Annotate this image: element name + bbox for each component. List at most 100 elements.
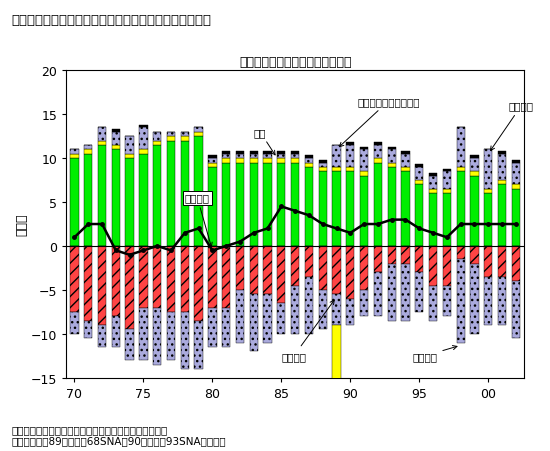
Bar [402, 172, 410, 246]
Bar [236, 246, 244, 290]
Bar [291, 163, 299, 246]
Bar [291, 152, 299, 154]
Bar [374, 146, 382, 159]
Bar [277, 246, 285, 304]
Bar [332, 167, 340, 172]
Bar [305, 159, 313, 163]
Text: 民間企業: 民間企業 [282, 300, 334, 361]
Bar [443, 189, 451, 194]
Bar [208, 163, 217, 167]
Text: 海外部門: 海外部門 [185, 193, 212, 247]
Bar [360, 150, 368, 172]
Bar [388, 147, 396, 150]
Bar [70, 312, 79, 334]
Bar [250, 154, 258, 159]
Bar [415, 185, 424, 246]
Bar [125, 159, 134, 246]
Bar [180, 133, 189, 137]
Bar [98, 141, 106, 146]
Bar [470, 176, 478, 246]
Bar [291, 286, 299, 334]
Bar [139, 125, 147, 128]
Bar [443, 172, 451, 189]
Bar [139, 154, 147, 246]
Y-axis label: （％）: （％） [15, 213, 28, 236]
Bar [429, 174, 437, 176]
Bar [470, 264, 478, 334]
Bar [443, 169, 451, 172]
Bar [318, 290, 327, 330]
Bar [222, 163, 230, 246]
Bar [263, 295, 272, 343]
Bar [388, 167, 396, 246]
Bar [222, 246, 230, 308]
Bar [402, 154, 410, 167]
Bar [402, 264, 410, 321]
Bar [332, 295, 340, 325]
Bar [415, 167, 424, 181]
Bar [236, 163, 244, 246]
Bar [84, 246, 92, 321]
Bar [167, 312, 175, 360]
Bar [277, 152, 285, 154]
Bar [318, 246, 327, 290]
Bar [512, 246, 520, 281]
Bar [388, 264, 396, 321]
Bar [250, 159, 258, 163]
Bar [512, 161, 520, 163]
Text: 家計: 家計 [254, 128, 275, 156]
Bar [112, 317, 120, 347]
Bar [456, 167, 465, 172]
Bar [470, 156, 478, 159]
Text: 一般政府: 一般政府 [412, 346, 457, 361]
Bar [498, 152, 506, 154]
Bar [98, 325, 106, 347]
Bar [484, 277, 492, 325]
Bar [498, 277, 506, 325]
Bar [263, 246, 272, 295]
Bar [318, 167, 327, 172]
Bar [318, 172, 327, 246]
Bar [498, 181, 506, 185]
Bar [305, 156, 313, 159]
Bar [139, 128, 147, 150]
Bar [208, 246, 217, 308]
Bar [470, 172, 478, 176]
Bar [512, 281, 520, 339]
Bar [346, 146, 354, 167]
Bar [263, 163, 272, 246]
Bar [429, 176, 437, 189]
Bar [180, 137, 189, 141]
Bar [456, 246, 465, 260]
Bar [277, 159, 285, 163]
Bar [70, 150, 79, 154]
Bar [98, 128, 106, 141]
Bar [498, 246, 506, 277]
Bar [346, 172, 354, 246]
Bar [374, 163, 382, 246]
Bar [195, 246, 203, 321]
Bar [443, 246, 451, 286]
Bar [139, 246, 147, 308]
Bar [222, 154, 230, 159]
Bar [180, 246, 189, 312]
Text: 対家計民間非営利団体: 対家計民間非営利団体 [339, 97, 420, 147]
Bar [222, 152, 230, 154]
Bar [512, 185, 520, 189]
Bar [429, 194, 437, 246]
Bar [98, 146, 106, 246]
Bar [208, 308, 217, 347]
Bar [277, 154, 285, 159]
Bar [305, 163, 313, 167]
Bar [346, 299, 354, 325]
Bar [112, 150, 120, 246]
Bar [180, 141, 189, 246]
Bar [70, 246, 79, 312]
Bar [112, 133, 120, 146]
Text: 第３－２－６図　制度部門別貯蓄・投資バランスの推移: 第３－２－６図 制度部門別貯蓄・投資バランスの推移 [11, 14, 211, 27]
Bar [415, 165, 424, 167]
Bar [195, 137, 203, 246]
Bar [484, 194, 492, 246]
Bar [470, 159, 478, 172]
Bar [443, 286, 451, 317]
